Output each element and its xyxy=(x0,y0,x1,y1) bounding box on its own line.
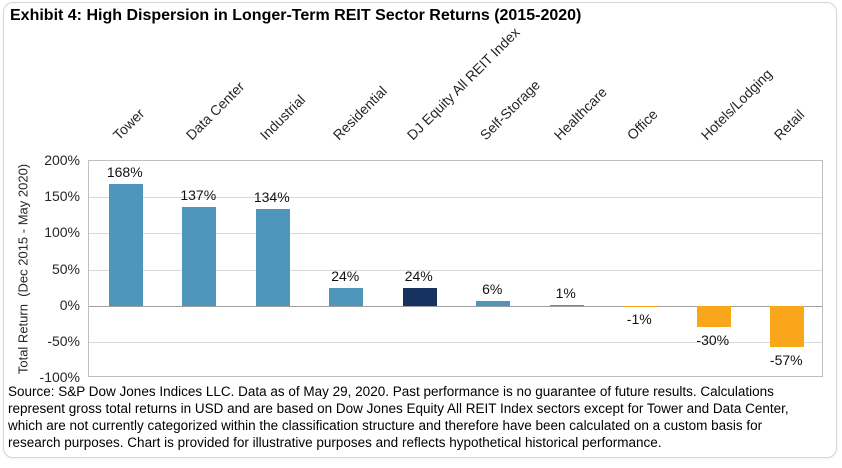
bar xyxy=(402,288,437,306)
bar-value-label: 24% xyxy=(404,268,433,285)
bar-value-label: 168% xyxy=(106,164,143,181)
bar xyxy=(329,288,364,306)
bar-value-label: 134% xyxy=(253,188,290,205)
y-tick-label: 0% xyxy=(59,296,80,313)
zero-gridline xyxy=(89,305,822,307)
gridline xyxy=(89,341,822,343)
y-tick-label: -100% xyxy=(39,369,80,385)
plot-area xyxy=(88,160,823,377)
bar xyxy=(476,301,511,306)
bar-value-label: 137% xyxy=(180,186,217,203)
bar xyxy=(182,206,217,306)
source-note-line: research purposes. Chart is provided for… xyxy=(8,435,662,450)
bar xyxy=(770,305,805,347)
source-note-line: represent gross total returns in USD and… xyxy=(8,401,789,416)
chart-title: Exhibit 4: High Dispersion in Longer-Ter… xyxy=(10,7,582,24)
source-note-line: Source: S&P Dow Jones Indices LLC. Data … xyxy=(8,384,774,399)
bar xyxy=(696,305,731,328)
bar xyxy=(108,184,143,306)
bar-value-label: -1% xyxy=(626,311,652,328)
source-note: Source: S&P Dow Jones Indices LLC. Data … xyxy=(8,383,834,451)
bar xyxy=(549,304,584,306)
bar-value-label: -30% xyxy=(696,332,730,349)
bar-value-label: 6% xyxy=(482,281,503,298)
source-note-line: which are not currently categorized with… xyxy=(8,418,763,433)
y-tick-label: 200% xyxy=(44,152,80,168)
bar xyxy=(255,208,290,306)
bar-value-label: -57% xyxy=(769,351,803,368)
gridline xyxy=(89,233,822,235)
y-tick-label: 50% xyxy=(51,260,80,277)
gridline xyxy=(89,269,822,271)
gridline xyxy=(89,197,822,199)
y-tick-label: 100% xyxy=(44,224,80,241)
bar-value-label: 1% xyxy=(555,284,576,301)
bar xyxy=(623,305,658,307)
bar-value-label: 24% xyxy=(331,268,360,285)
y-tick-label: -50% xyxy=(47,332,80,349)
y-tick-label: 150% xyxy=(44,188,80,205)
